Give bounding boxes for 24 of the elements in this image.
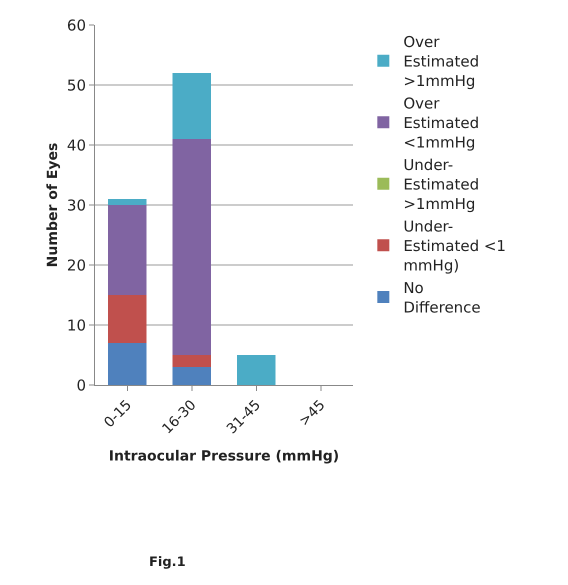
bar bbox=[108, 205, 147, 295]
y-tick-label: 20 bbox=[66, 256, 86, 274]
bar bbox=[172, 73, 212, 139]
y-tick-label: 60 bbox=[66, 16, 86, 34]
legend-label: No Difference bbox=[403, 279, 481, 317]
legend-label: Under-Estimated >1mmHg bbox=[403, 156, 480, 214]
x-axis-title: Intraocular Pressure (mmHg) bbox=[108, 448, 340, 465]
y-tick-label: 50 bbox=[66, 76, 86, 94]
bar bbox=[172, 139, 212, 355]
y-tick-label: 0 bbox=[76, 376, 86, 394]
bar bbox=[108, 343, 147, 385]
bar bbox=[236, 355, 276, 385]
y-axis-title: Number of Eyes bbox=[45, 142, 61, 268]
legend-label: Over Estimated <1mmHg bbox=[403, 94, 480, 152]
legend-label: Under-Estimated <1 mmHg) bbox=[403, 218, 506, 275]
y-tick-label: 10 bbox=[66, 316, 86, 334]
y-tick-label: 40 bbox=[66, 136, 86, 154]
bar bbox=[108, 199, 147, 205]
y-tick-label: 30 bbox=[66, 196, 86, 214]
bar bbox=[172, 355, 212, 367]
legend-label: Over Estimated >1mmHg bbox=[403, 33, 480, 90]
bar bbox=[172, 367, 212, 385]
bar bbox=[108, 295, 147, 343]
caption: Fig.1 bbox=[149, 555, 186, 570]
